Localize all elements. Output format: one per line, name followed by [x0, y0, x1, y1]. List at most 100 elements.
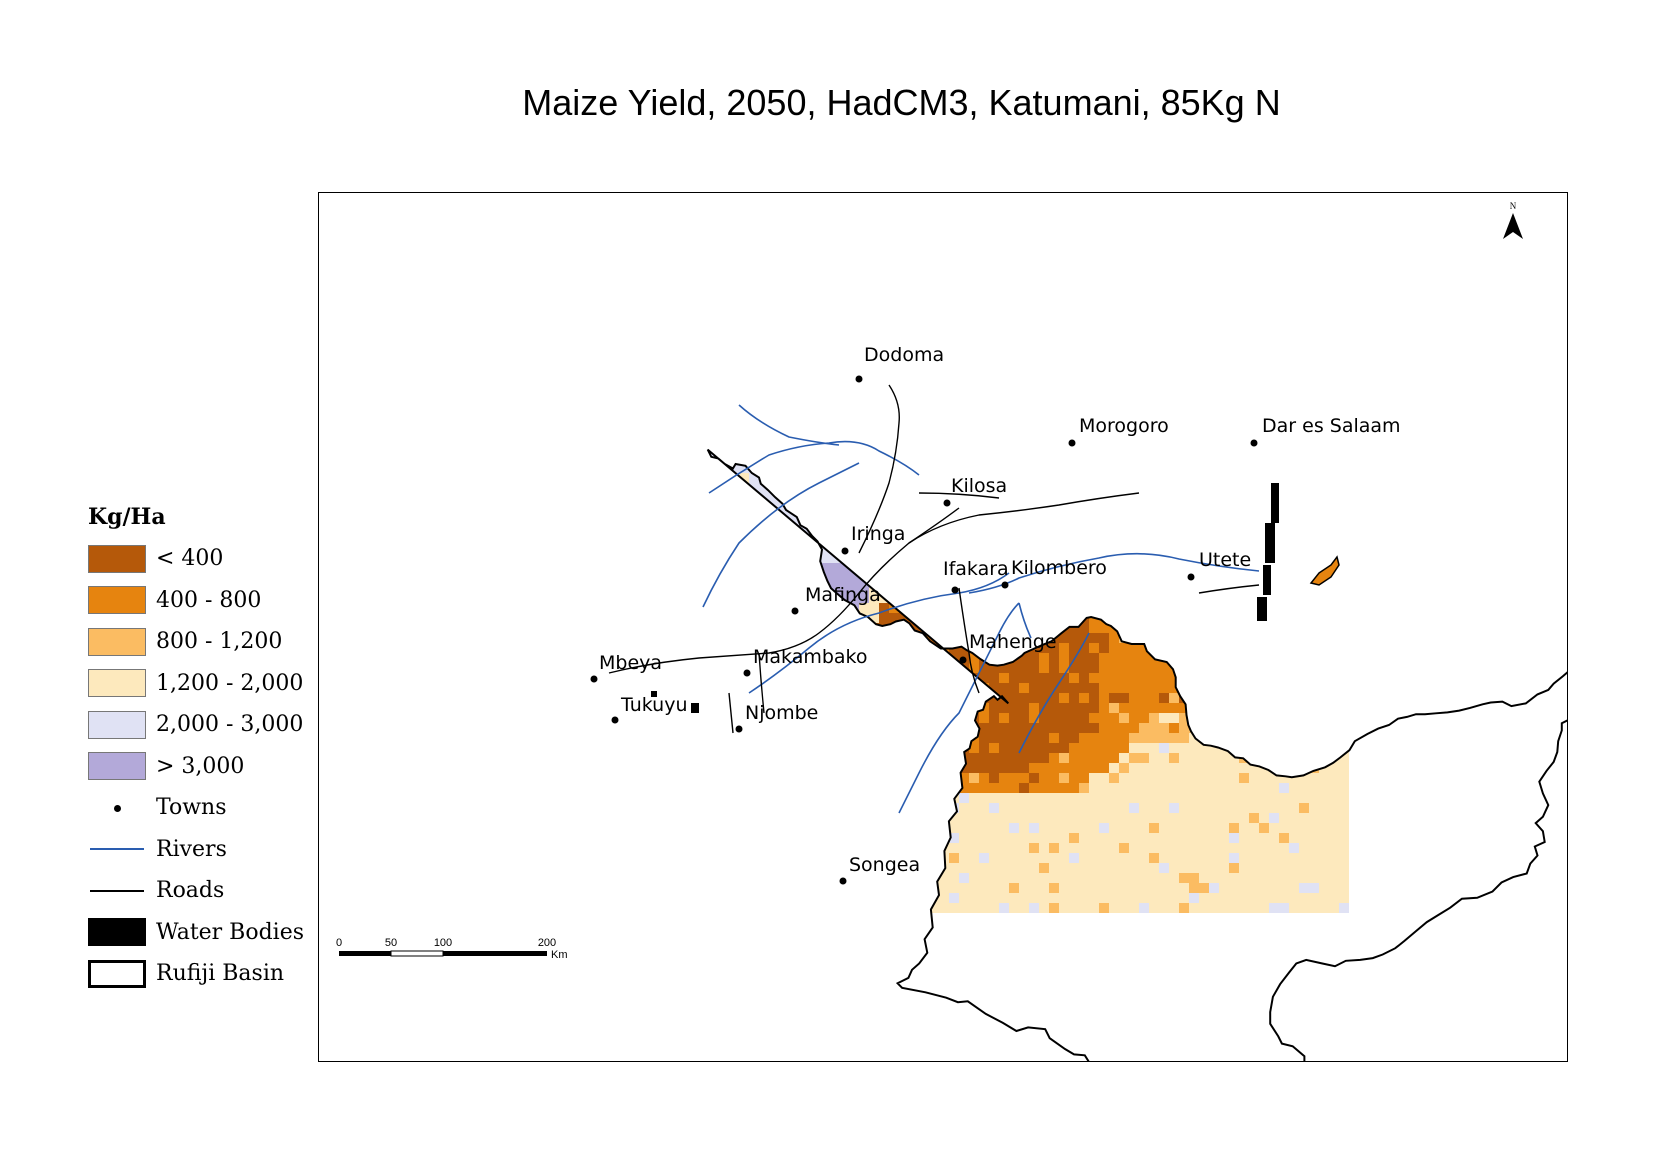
town-dot	[839, 877, 847, 885]
legend-swatch	[88, 627, 146, 656]
legend-item-basin: Rufiji Basin	[88, 953, 304, 995]
town-label: Makambako	[753, 646, 868, 668]
scale-bar-segment	[339, 951, 391, 956]
town-label: Ifakara	[943, 558, 1009, 580]
town-dot	[1250, 439, 1258, 447]
legend-item-towns: Towns	[88, 787, 304, 829]
water-bodies	[651, 483, 1279, 713]
island	[1309, 555, 1340, 586]
legend-label-basin: Rufiji Basin	[156, 961, 285, 987]
road	[758, 652, 765, 714]
river	[702, 462, 860, 608]
map-title: Maize Yield, 2050, HadCM3, Katumani, 85K…	[522, 82, 1281, 123]
road	[608, 507, 960, 674]
town-dot	[951, 586, 959, 594]
water-body	[1265, 523, 1275, 563]
scale-bar-segment	[443, 951, 547, 956]
legend-label-rivers: Rivers	[156, 836, 227, 862]
town-dot-icon	[88, 794, 146, 822]
legend-item-class: 1,200 - 2,000	[88, 663, 304, 705]
legend-swatch	[88, 586, 146, 615]
river	[968, 552, 1260, 594]
legend-label-roads: Roads	[156, 878, 225, 904]
legend-title: Kg/Ha	[88, 504, 166, 530]
town-label: Kilombero	[1011, 557, 1107, 579]
town-label: Mahenge	[969, 631, 1057, 653]
water-body-swatch-icon	[88, 918, 146, 947]
scale-tick-label: 200	[538, 937, 556, 949]
river	[1018, 602, 1032, 639]
water-body	[1257, 597, 1267, 621]
town-label: Tukuyu	[620, 694, 688, 716]
rivers	[702, 404, 1260, 814]
legend-item-roads: Roads	[88, 870, 304, 912]
legend-swatch	[88, 544, 146, 573]
road	[908, 492, 1140, 544]
legend-label: 2,000 - 3,000	[156, 712, 304, 738]
town-dot	[841, 547, 849, 555]
legend-label-towns: Towns	[156, 795, 227, 821]
legend-item-water: Water Bodies	[88, 912, 304, 954]
legend-label: < 400	[156, 546, 224, 572]
town-dot	[943, 499, 951, 507]
town-dot	[1001, 581, 1009, 589]
river	[898, 602, 1020, 814]
town-dot	[743, 669, 751, 677]
town-label: Kilosa	[951, 475, 1007, 497]
scale-unit: Km	[551, 949, 568, 961]
town-dot	[590, 675, 598, 683]
roads	[608, 384, 1260, 734]
legend: Kg/Ha < 400 400 - 800 800 - 1,200 1,200 - 2…	[88, 504, 304, 995]
water-body	[1271, 483, 1279, 523]
north-arrow-label: N	[1510, 201, 1517, 211]
town-label: Mbeya	[599, 652, 662, 674]
town-label: Iringa	[851, 523, 905, 545]
town-dot	[611, 716, 619, 724]
river	[1018, 632, 1090, 754]
road	[918, 492, 1000, 499]
legend-label: 400 - 800	[156, 587, 262, 613]
town-dot	[1068, 439, 1076, 447]
river	[748, 572, 1010, 694]
water-body	[691, 703, 699, 713]
town-label: Morogoro	[1079, 415, 1169, 437]
basin-outline-swatch-icon	[88, 959, 146, 988]
road	[728, 692, 734, 734]
coastal-islands	[1309, 555, 1340, 586]
town-dot	[855, 375, 863, 383]
yield-raster	[707, 449, 1349, 913]
river	[708, 440, 920, 494]
legend-item-class: < 400	[88, 538, 304, 580]
legend-swatch	[88, 752, 146, 781]
road-line-icon	[88, 877, 146, 905]
town-dot	[959, 656, 967, 664]
towns: Dodoma Morogoro Dar es Salaam Kilosa Iringa I…	[590, 344, 1401, 885]
rufiji-basin-outline	[706, 448, 1567, 1061]
town-label: Dar es Salaam	[1262, 415, 1401, 437]
road	[958, 587, 980, 694]
legend-item-rivers: Rivers	[88, 829, 304, 871]
scale-tick-label: 50	[385, 937, 397, 949]
legend-label: 800 - 1,200	[156, 629, 283, 655]
town-label: Mafinga	[805, 584, 881, 606]
map-canvas[interactable]: Dodoma Morogoro Dar es Salaam Kilosa Iringa I…	[319, 193, 1568, 1062]
water-body	[651, 691, 657, 697]
road	[858, 384, 900, 554]
legend-swatch	[88, 669, 146, 698]
scale-tick-label: 0	[336, 937, 342, 949]
legend-label: 1,200 - 2,000	[156, 670, 304, 696]
scale-bar-segment	[390, 950, 444, 957]
legend-label: > 3,000	[156, 753, 245, 779]
town-dot	[791, 607, 799, 615]
town-label: Songea	[849, 854, 920, 876]
legend-item-class: 2,000 - 3,000	[88, 704, 304, 746]
legend-item-class: 400 - 800	[88, 580, 304, 622]
north-arrow-icon: N	[1503, 201, 1523, 239]
legend-item-class: > 3,000	[88, 746, 304, 788]
road	[1198, 584, 1260, 594]
scale-tick-label: 100	[434, 937, 452, 949]
river-line-icon	[88, 835, 146, 863]
map-frame: Dodoma Morogoro Dar es Salaam Kilosa Iringa I…	[318, 192, 1568, 1062]
river	[738, 404, 840, 446]
